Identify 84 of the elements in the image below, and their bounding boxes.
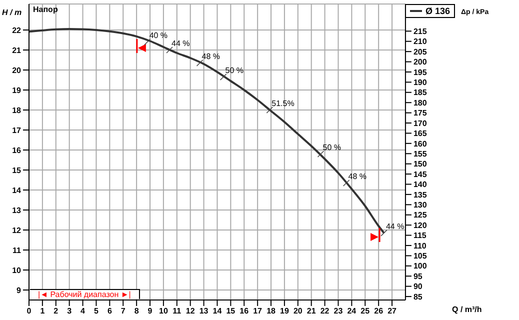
annotation: 51.5%: [272, 99, 294, 108]
x-tick-label: 12: [186, 306, 196, 316]
y-tick-label: 15: [12, 166, 22, 175]
x-tick-label: 24: [347, 306, 357, 316]
y2-tick-label: 140: [413, 180, 428, 190]
y2-tick-label: 190: [413, 78, 428, 88]
y2-tick-label: 85: [413, 292, 423, 302]
chart-title: Напор: [33, 5, 58, 14]
x-tick-label: 3: [67, 306, 72, 316]
y-tick-label: 12: [12, 226, 22, 235]
y2-tick-label: 175: [413, 108, 428, 118]
y2-tick-label: 200: [413, 58, 428, 67]
point: [370, 233, 379, 241]
x-tick-label: 0: [26, 306, 32, 316]
y2-tick-label: 130: [413, 200, 428, 210]
y2-tick-label: 165: [413, 129, 428, 138]
y2-tick-label: 110: [413, 241, 427, 250]
y-tick-label: 22: [12, 26, 22, 35]
y2-tick-label: 125: [413, 210, 428, 220]
y-tick-label: 10: [12, 266, 22, 275]
y2-tick-label: 120: [413, 220, 428, 230]
x-tick-label: 21: [306, 306, 316, 316]
x-tick-label: 22: [320, 306, 330, 316]
y2-tick-label: 135: [413, 190, 428, 200]
y2-tick-label: 150: [413, 160, 428, 169]
y2-tick-label: 185: [413, 88, 428, 98]
x-tick-label: 18: [266, 306, 276, 316]
y-tick-label: 14: [12, 186, 22, 195]
y2-tick-label: 95: [413, 272, 423, 281]
x-tick-label: 4: [80, 306, 86, 316]
annotation: 40 %: [149, 31, 168, 40]
y-tick-label: 9: [16, 286, 22, 295]
point: [138, 44, 146, 52]
x-tick-label: 6: [107, 306, 112, 316]
x-tick-label: 10: [159, 306, 168, 316]
y2-tick-label: 160: [413, 139, 428, 148]
y-tick-label: 19: [12, 86, 22, 95]
x-tick-label: 11: [172, 306, 182, 316]
x-tick-label: 27: [388, 306, 398, 316]
x-tick-label: 19: [280, 306, 290, 316]
y2-tick-label: 215: [413, 26, 428, 36]
y2-tick-label: 205: [413, 47, 428, 56]
annotation: 50 %: [322, 143, 341, 152]
x-tick-label: 25: [360, 306, 370, 316]
y2-tick-label: 170: [413, 118, 428, 128]
y-tick-label: 17: [12, 126, 22, 135]
y2-tick-label: 90: [413, 282, 423, 292]
x-tick-label: 2: [54, 306, 59, 316]
x-tick-label: 5: [94, 306, 99, 316]
y-tick-label: 16: [12, 146, 22, 155]
y2-tick-label: 180: [413, 98, 428, 108]
annotation: 50 %: [225, 66, 244, 75]
x-tick-label: 15: [226, 306, 236, 316]
annotation: 48 %: [202, 52, 220, 61]
x-tick-label: 26: [374, 306, 384, 316]
y-tick-label: 13: [12, 206, 22, 215]
y2-tick-label: 105: [413, 252, 428, 261]
y2-tick-label: 145: [413, 170, 428, 179]
y2-tick-label: 195: [413, 68, 428, 77]
y-tick-label: 18: [12, 106, 22, 115]
x-tick-label: 8: [134, 306, 140, 316]
x-tick-label: 9: [148, 306, 153, 316]
y-axis-title: H / m: [2, 8, 22, 17]
x-tick-label: 13: [199, 306, 209, 316]
x-tick-label: 23: [334, 306, 344, 316]
y2-tick-label: 210: [413, 37, 428, 46]
y2-tick-label: 100: [413, 262, 428, 271]
x-tick-label: 7: [120, 306, 126, 316]
x-tick-label: 16: [240, 306, 250, 316]
legend-label: Ø 136: [425, 6, 450, 16]
annotation: |◄ Рабочий диапазон ►|: [30, 289, 140, 299]
x-tick-label: 17: [253, 306, 263, 316]
annotation: 44 %: [386, 222, 404, 231]
x-tick-label: 20: [293, 306, 303, 316]
y-tick-label: 11: [12, 246, 22, 255]
x-tick-label: 1: [40, 306, 46, 316]
y2-tick-label: 155: [413, 149, 428, 158]
x-tick-label: 14: [212, 306, 222, 316]
y-tick-label: 20: [12, 66, 22, 75]
annotation: 44 %: [172, 39, 190, 48]
annotation: 48 %: [348, 172, 367, 181]
x-axis-title: Q / m³/h: [452, 305, 482, 314]
y2-tick-label: 115: [413, 231, 427, 240]
y-tick-label: 21: [12, 46, 22, 55]
